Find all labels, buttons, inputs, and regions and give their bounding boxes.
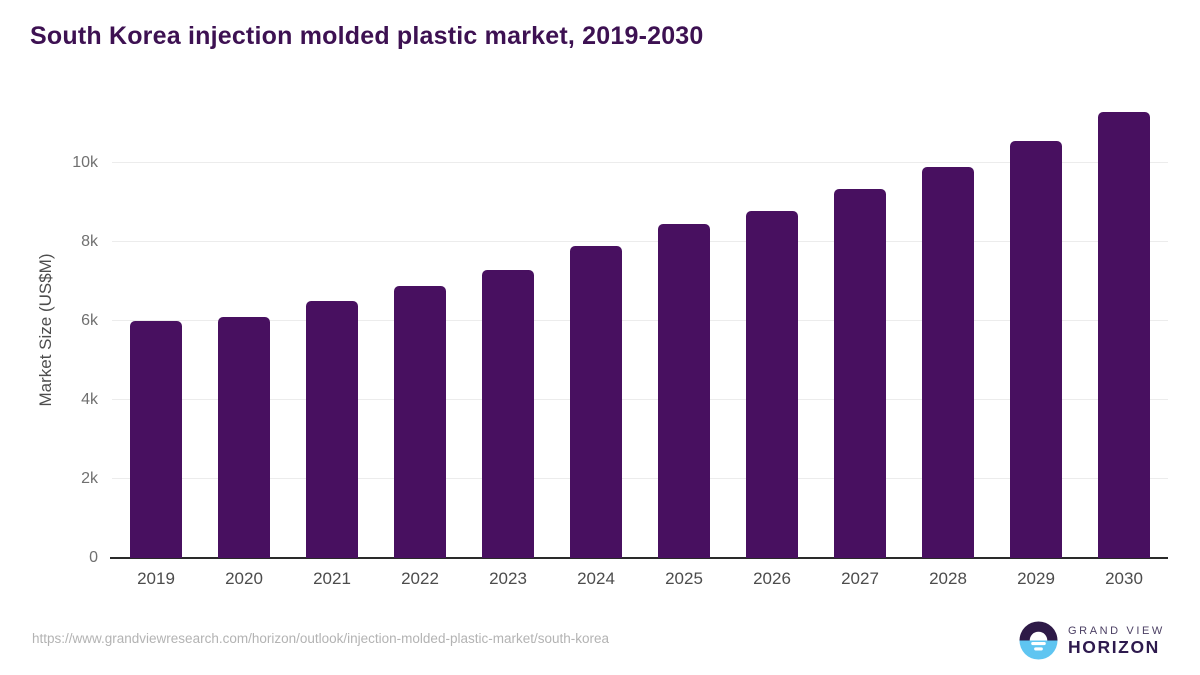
logo-text: GRAND VIEW HORIZON <box>1068 625 1165 657</box>
horizon-sun-logo-icon <box>1019 621 1058 660</box>
bar-2023[interactable] <box>482 269 534 558</box>
x-tick-label: 2023 <box>489 569 527 588</box>
gridline <box>112 399 1168 401</box>
y-tick-label: 8k <box>81 233 98 251</box>
gridline <box>112 162 1168 164</box>
bar-2024[interactable] <box>570 246 622 558</box>
x-tick-label: 2021 <box>313 569 351 588</box>
x-tick-label: 2027 <box>841 569 879 588</box>
x-tick-label: 2030 <box>1105 569 1143 588</box>
bar-2027[interactable] <box>834 188 886 558</box>
bar-2021[interactable] <box>306 301 358 558</box>
x-tick-label: 2028 <box>929 569 967 588</box>
bar-2029[interactable] <box>1010 141 1062 558</box>
gridline <box>112 241 1168 243</box>
y-tick-label: 10k <box>72 154 98 172</box>
x-tick-label: 2020 <box>225 569 263 588</box>
bar-2022[interactable] <box>394 285 446 558</box>
gridline <box>112 478 1168 480</box>
y-tick-label: 2k <box>81 470 98 488</box>
bar-2019[interactable] <box>130 321 182 558</box>
chart-title: South Korea injection molded plastic mar… <box>30 22 704 50</box>
y-tick-label: 6k <box>81 312 98 330</box>
bar-2025[interactable] <box>658 224 710 558</box>
x-tick-label: 2029 <box>1017 569 1055 588</box>
y-tick-label: 4k <box>81 391 98 409</box>
x-tick-label: 2026 <box>753 569 791 588</box>
logo-text-grand-view: GRAND VIEW <box>1068 624 1165 637</box>
logo-text-horizon: HORIZON <box>1068 636 1160 657</box>
x-tick-label: 2024 <box>577 569 615 588</box>
bar-2028[interactable] <box>922 167 974 558</box>
bar-2026[interactable] <box>746 210 798 558</box>
x-tick-label: 2019 <box>137 569 175 588</box>
plot-area: 0 2k 4k 6k 8k 10k 2019 2020 2021 2022 2023 2024 2025… <box>72 100 1168 588</box>
grandview-horizon-logo[interactable]: GRAND VIEW HORIZON <box>1019 621 1165 660</box>
y-tick-label: 0 <box>89 549 98 566</box>
x-tick-label: 2025 <box>665 569 703 588</box>
source-url: https://www.grandviewresearch.com/horizo… <box>32 631 610 646</box>
bar-2030[interactable] <box>1098 111 1150 558</box>
x-tick-label: 2022 <box>401 569 439 588</box>
bar-2020[interactable] <box>218 317 270 558</box>
x-axis-line <box>110 557 1168 559</box>
gridline <box>112 320 1168 322</box>
